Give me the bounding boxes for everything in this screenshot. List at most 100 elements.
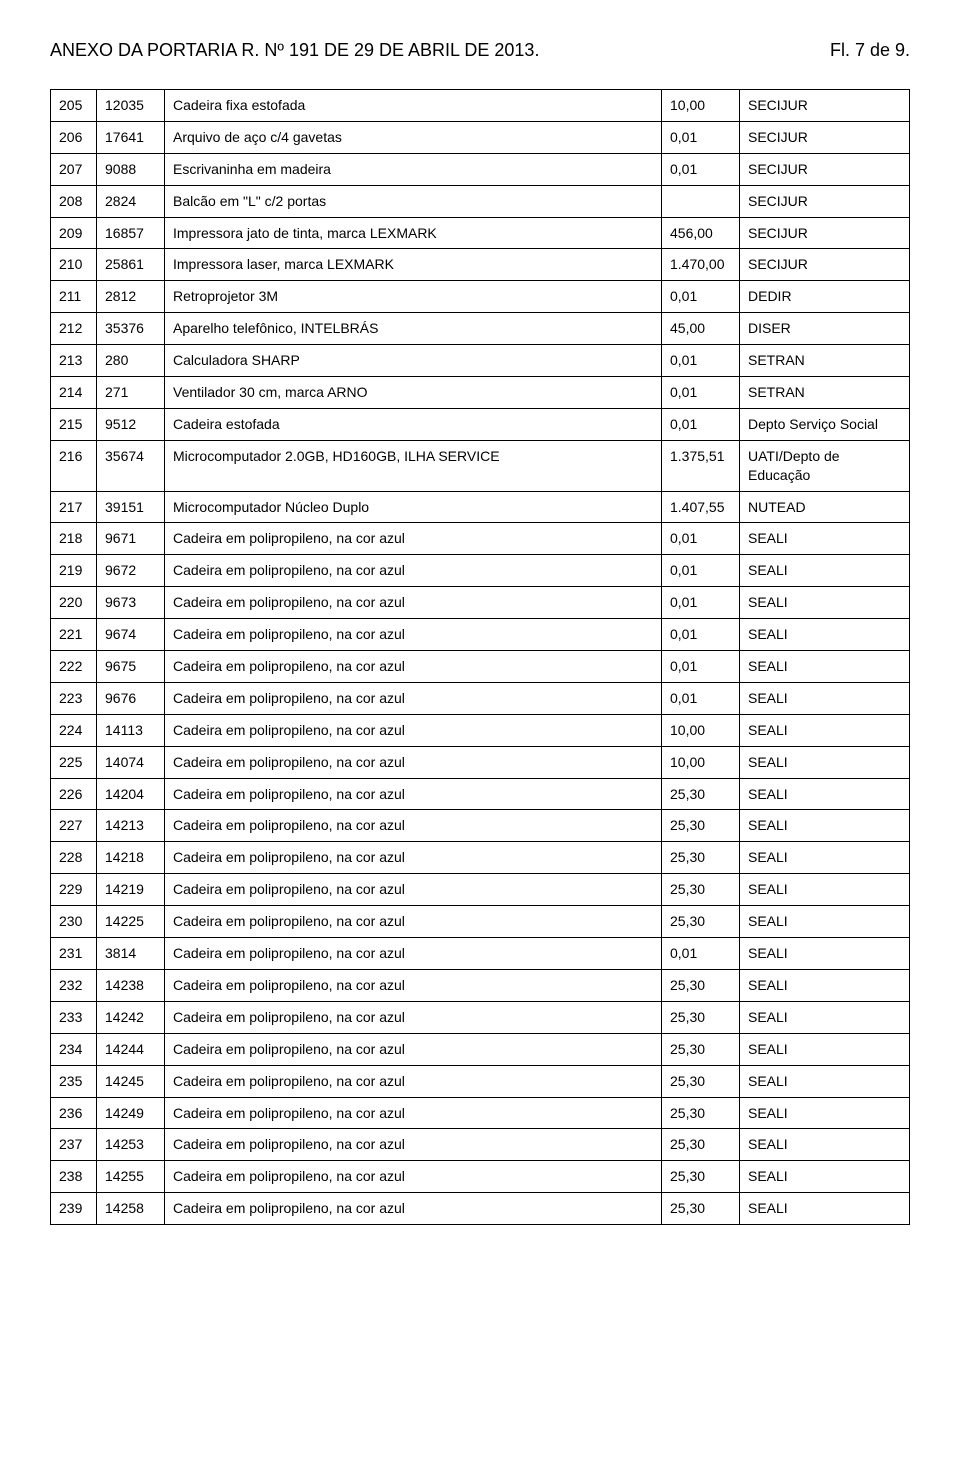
table-cell: Impressora laser, marca LEXMARK (165, 249, 662, 281)
table-cell: Calculadora SHARP (165, 345, 662, 377)
table-cell: 35376 (97, 313, 165, 345)
table-cell: 17641 (97, 121, 165, 153)
table-cell: 0,01 (662, 153, 740, 185)
table-row: 213280Calculadora SHARP0,01SETRAN (51, 345, 910, 377)
table-cell: 213 (51, 345, 97, 377)
table-cell: 14245 (97, 1065, 165, 1097)
table-cell: 25,30 (662, 842, 740, 874)
table-cell: SEALI (740, 1161, 910, 1193)
table-cell (662, 185, 740, 217)
table-cell: 239 (51, 1193, 97, 1225)
table-row: 21739151Microcomputador Núcleo Duplo1.40… (51, 491, 910, 523)
table-cell: 3814 (97, 938, 165, 970)
table-row: 23014225Cadeira em polipropileno, na cor… (51, 906, 910, 938)
table-cell: Microcomputador Núcleo Duplo (165, 491, 662, 523)
table-cell: 10,00 (662, 714, 740, 746)
table-cell: 9676 (97, 682, 165, 714)
table-cell: 25,30 (662, 1193, 740, 1225)
table-cell: 0,01 (662, 377, 740, 409)
table-cell: 9512 (97, 408, 165, 440)
table-cell: Ventilador 30 cm, marca ARNO (165, 377, 662, 409)
table-cell: 14218 (97, 842, 165, 874)
table-cell: Cadeira em polipropileno, na cor azul (165, 714, 662, 746)
table-cell: Cadeira em polipropileno, na cor azul (165, 1193, 662, 1225)
table-row: 2079088Escrivaninha em madeira0,01SECIJU… (51, 153, 910, 185)
table-cell: 227 (51, 810, 97, 842)
table-cell: 210 (51, 249, 97, 281)
table-cell: 14258 (97, 1193, 165, 1225)
table-cell: SEALI (740, 651, 910, 683)
table-cell: 217 (51, 491, 97, 523)
table-cell: 237 (51, 1129, 97, 1161)
table-cell: 236 (51, 1097, 97, 1129)
table-cell: 2824 (97, 185, 165, 217)
table-cell: 9671 (97, 523, 165, 555)
table-cell: 224 (51, 714, 97, 746)
table-row: 22414113Cadeira em polipropileno, na cor… (51, 714, 910, 746)
table-cell: SETRAN (740, 345, 910, 377)
table-cell: SEALI (740, 587, 910, 619)
table-cell: Depto Serviço Social (740, 408, 910, 440)
table-cell: Cadeira em polipropileno, na cor azul (165, 746, 662, 778)
table-cell: 231 (51, 938, 97, 970)
table-cell: 14074 (97, 746, 165, 778)
table-cell: Cadeira em polipropileno, na cor azul (165, 1129, 662, 1161)
table-cell: 228 (51, 842, 97, 874)
table-cell: 229 (51, 874, 97, 906)
table-row: 23614249Cadeira em polipropileno, na cor… (51, 1097, 910, 1129)
table-cell: 205 (51, 90, 97, 122)
table-row: 2313814Cadeira em polipropileno, na cor … (51, 938, 910, 970)
table-cell: 10,00 (662, 746, 740, 778)
table-cell: 218 (51, 523, 97, 555)
table-cell: 25,30 (662, 874, 740, 906)
table-cell: 39151 (97, 491, 165, 523)
table-cell: SECIJUR (740, 249, 910, 281)
table-cell: 14242 (97, 1001, 165, 1033)
table-cell: 223 (51, 682, 97, 714)
table-cell: 225 (51, 746, 97, 778)
table-cell: Cadeira em polipropileno, na cor azul (165, 1001, 662, 1033)
table-cell: 14238 (97, 969, 165, 1001)
table-cell: SEALI (740, 1193, 910, 1225)
table-cell: Cadeira em polipropileno, na cor azul (165, 555, 662, 587)
table-cell: Cadeira em polipropileno, na cor azul (165, 906, 662, 938)
table-cell: 216 (51, 440, 97, 491)
table-cell: Microcomputador 2.0GB, HD160GB, ILHA SER… (165, 440, 662, 491)
table-cell: Escrivaninha em madeira (165, 153, 662, 185)
table-cell: SEALI (740, 842, 910, 874)
table-cell: 226 (51, 778, 97, 810)
table-cell: 0,01 (662, 619, 740, 651)
table-cell: SECIJUR (740, 153, 910, 185)
table-cell: 238 (51, 1161, 97, 1193)
table-cell: 25,30 (662, 1065, 740, 1097)
table-cell: SEALI (740, 682, 910, 714)
table-cell: 9675 (97, 651, 165, 683)
table-cell: 25,30 (662, 1001, 740, 1033)
table-cell: 14255 (97, 1161, 165, 1193)
table-cell: Cadeira em polipropileno, na cor azul (165, 969, 662, 1001)
table-cell: 35674 (97, 440, 165, 491)
table-cell: SEALI (740, 1001, 910, 1033)
table-cell: 0,01 (662, 523, 740, 555)
table-row: 20617641Arquivo de aço c/4 gavetas0,01SE… (51, 121, 910, 153)
table-cell: 234 (51, 1033, 97, 1065)
table-cell: SECIJUR (740, 185, 910, 217)
table-cell: Cadeira em polipropileno, na cor azul (165, 587, 662, 619)
table-row: 22514074Cadeira em polipropileno, na cor… (51, 746, 910, 778)
table-cell: Arquivo de aço c/4 gavetas (165, 121, 662, 153)
table-cell: SEALI (740, 1097, 910, 1129)
table-cell: 0,01 (662, 345, 740, 377)
table-cell: 230 (51, 906, 97, 938)
table-cell: 233 (51, 1001, 97, 1033)
table-cell: 220 (51, 587, 97, 619)
table-cell: SEALI (740, 1129, 910, 1161)
table-row: 214271Ventilador 30 cm, marca ARNO0,01SE… (51, 377, 910, 409)
table-cell: SEALI (740, 810, 910, 842)
table-cell: 14249 (97, 1097, 165, 1129)
table-cell: Cadeira em polipropileno, na cor azul (165, 874, 662, 906)
table-cell: 280 (97, 345, 165, 377)
table-cell: 25,30 (662, 1129, 740, 1161)
table-cell: SEALI (740, 874, 910, 906)
header-title: ANEXO DA PORTARIA R. Nº 191 DE 29 DE ABR… (50, 40, 539, 61)
table-cell: SEALI (740, 969, 910, 1001)
